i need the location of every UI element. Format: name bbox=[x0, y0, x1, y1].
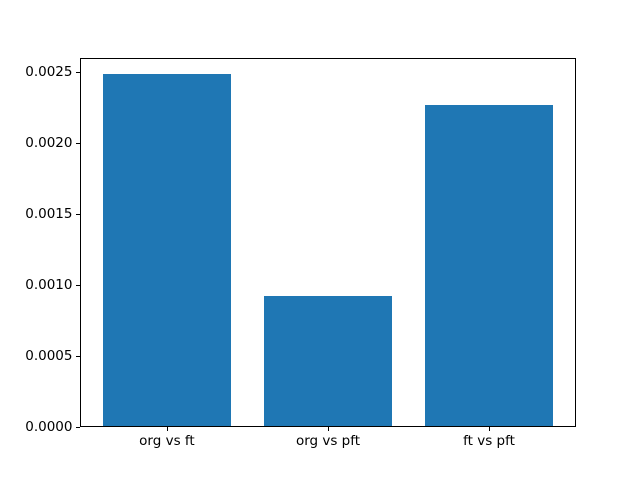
bar-ft-vs-pft bbox=[424, 105, 554, 427]
bar-org-vs-pft bbox=[263, 295, 393, 427]
y-tick-mark bbox=[76, 72, 80, 74]
y-tick-mark bbox=[76, 356, 80, 358]
x-tick-mark bbox=[489, 427, 491, 432]
x-tick-mark bbox=[328, 427, 329, 432]
y-tick-mark bbox=[76, 143, 80, 145]
y-tick-label: 0.0015 bbox=[25, 206, 73, 223]
x-tick-mark bbox=[166, 427, 168, 432]
x-tick-label: org vs ft bbox=[139, 433, 195, 450]
y-tick-label: 0.0025 bbox=[25, 64, 73, 81]
x-tick-label: ft vs pft bbox=[463, 433, 515, 450]
y-tick-mark bbox=[76, 214, 80, 216]
y-tick-mark bbox=[76, 285, 80, 287]
y-tick-label: 0.0000 bbox=[25, 419, 73, 436]
y-tick-mark bbox=[76, 427, 80, 429]
plot-area bbox=[80, 57, 576, 428]
y-tick-label: 0.0005 bbox=[25, 348, 73, 365]
y-tick-label: 0.0020 bbox=[25, 135, 73, 152]
x-tick-label: org vs pft bbox=[295, 433, 361, 450]
y-tick-label: 0.0010 bbox=[25, 277, 73, 294]
bar-org-vs-ft bbox=[102, 74, 232, 427]
